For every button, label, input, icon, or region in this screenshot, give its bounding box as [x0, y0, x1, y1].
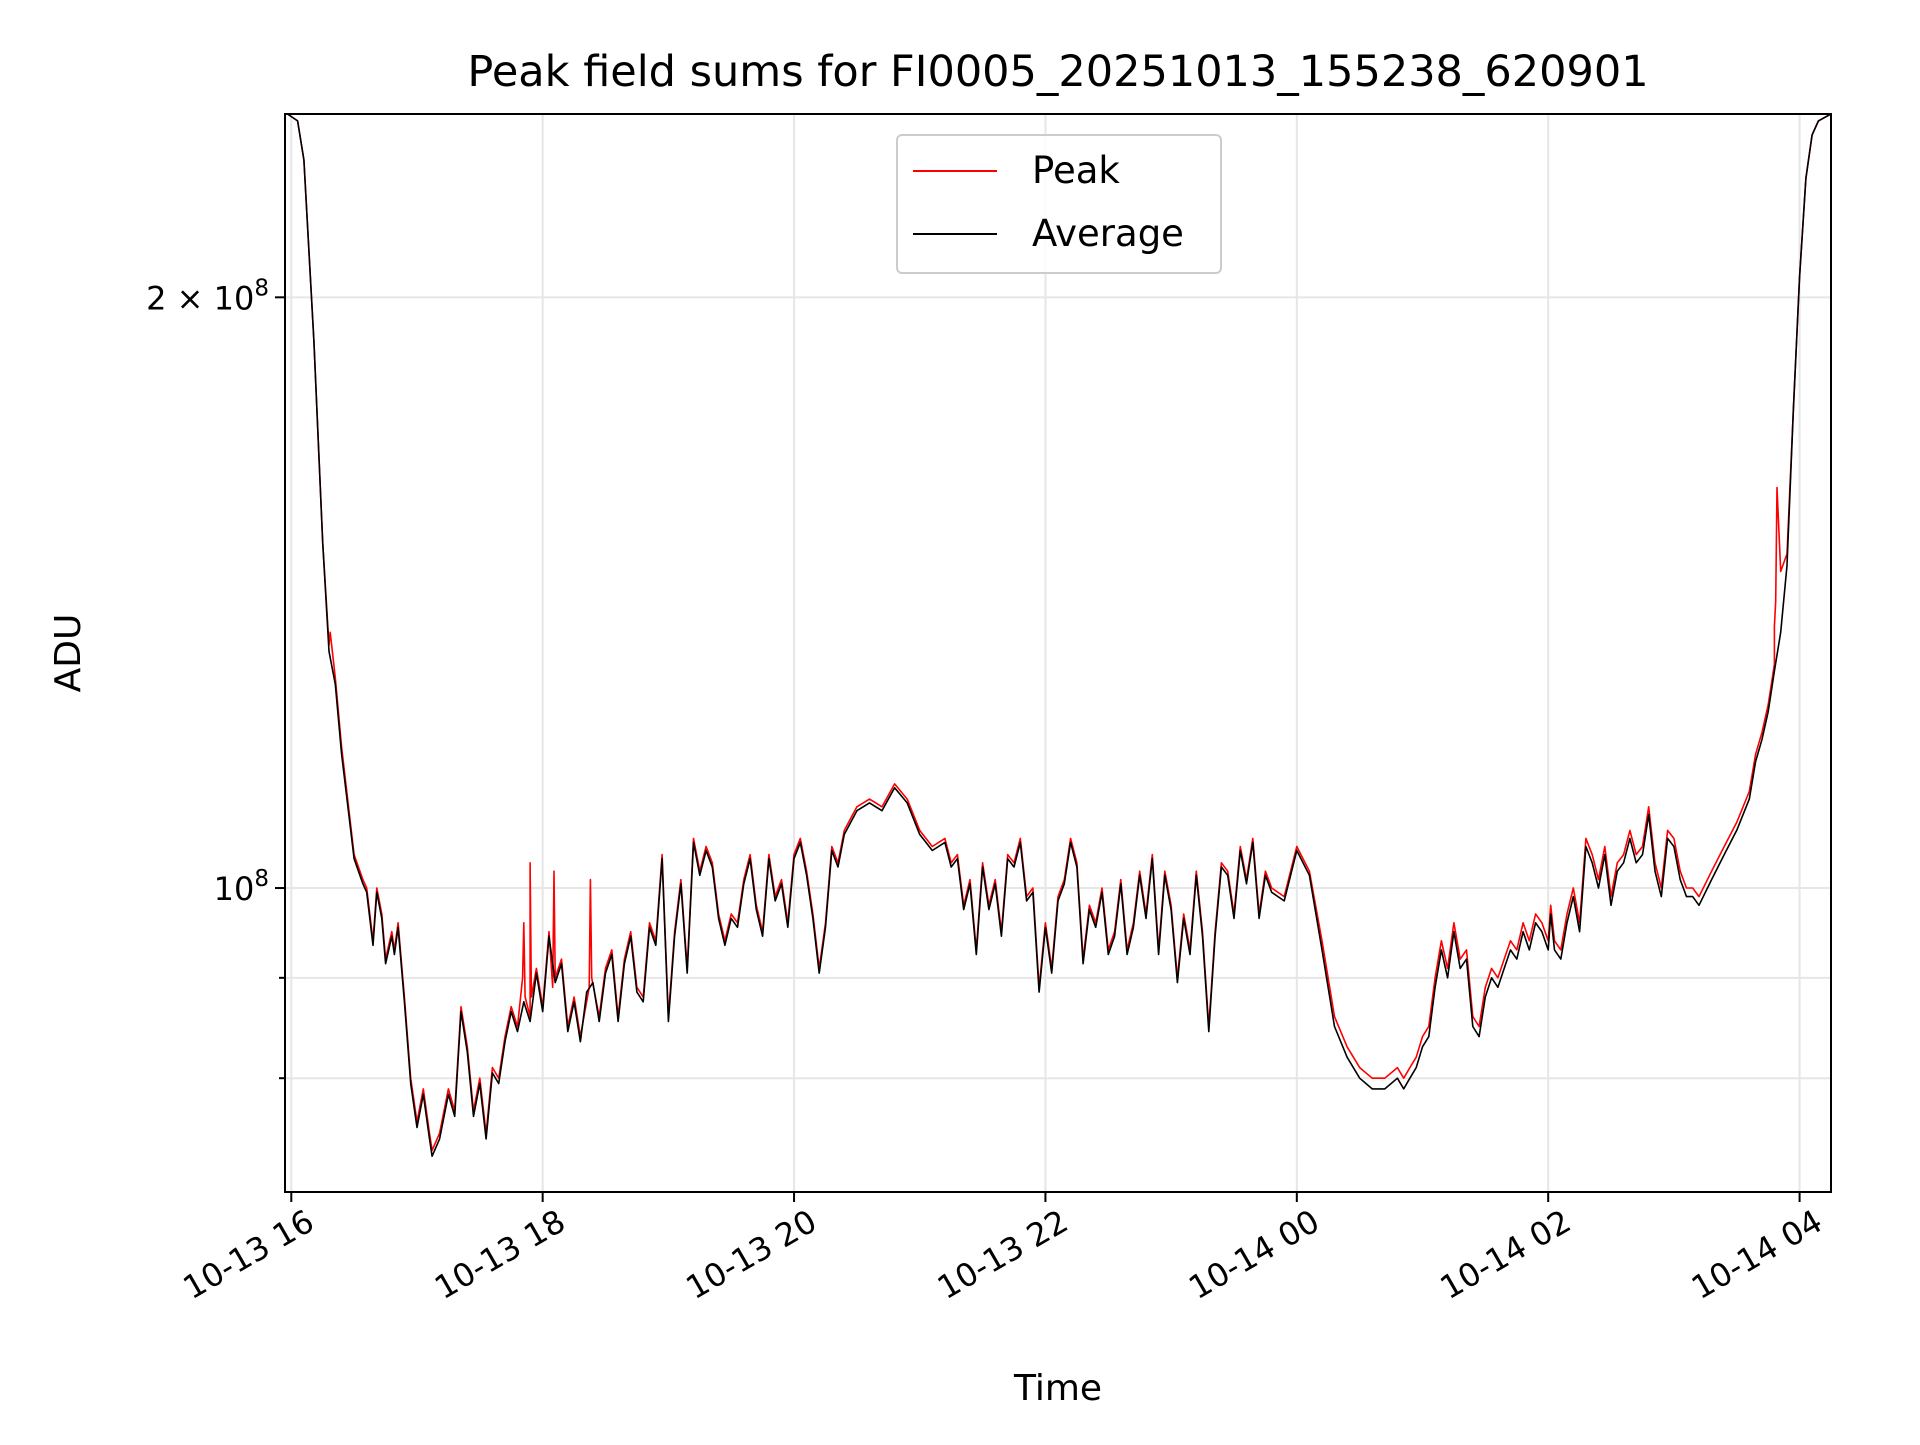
legend-label-peak: Peak [1032, 149, 1120, 192]
x-axis-label: Time [1013, 1368, 1102, 1409]
y-tick-label: 2 × 108 [146, 275, 269, 317]
y-axis-label: ADU [48, 614, 89, 693]
legend-box [896, 134, 1222, 274]
y-axis: 108 2 × 108 [146, 275, 285, 1080]
y-tick-label: 108 [214, 866, 269, 908]
plot-frame [284, 113, 1832, 1193]
grid [285, 114, 1831, 1192]
series-line-peak [287, 113, 1832, 1152]
chart-title: Peak field sums for FI0005_20251013_1552… [467, 47, 1648, 97]
series-group [287, 113, 1832, 1157]
legend: Peak Average [896, 134, 1222, 274]
series-line-average [287, 113, 1832, 1157]
legend-label-average: Average [1032, 212, 1184, 255]
